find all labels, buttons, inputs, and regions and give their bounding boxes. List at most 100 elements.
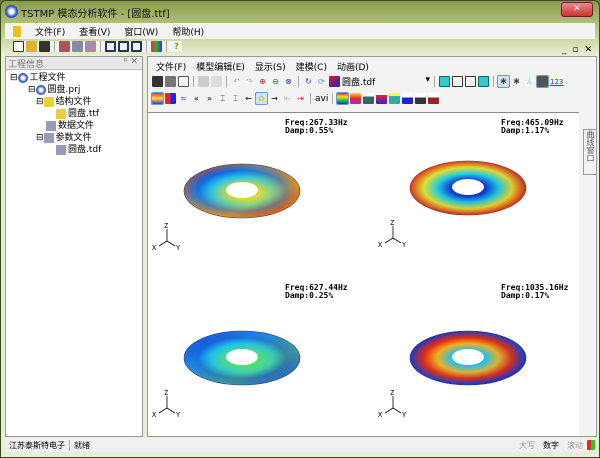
pin-button[interactable]: ᵖ: [123, 57, 128, 67]
damp-label: Damp:0.17%: [501, 291, 549, 300]
tile-v-icon[interactable]: [118, 41, 129, 52]
left-arrow-icon[interactable]: ←: [245, 94, 252, 103]
palette-3-icon[interactable]: [363, 93, 375, 104]
palette-4-icon[interactable]: [376, 93, 388, 104]
spin-icon[interactable]: ⟳: [318, 77, 325, 86]
number-label-button[interactable]: 123: [550, 77, 564, 86]
tree-item[interactable]: 数据文件: [6, 120, 142, 132]
animate-icon[interactable]: ✿: [255, 92, 268, 105]
menu-help[interactable]: 帮助(H): [172, 27, 205, 38]
palette-6-icon[interactable]: [402, 93, 414, 104]
child-menu-model-edit[interactable]: 模型编辑(E): [196, 63, 245, 73]
axis-label: X: [152, 411, 157, 419]
palette-8-icon[interactable]: [428, 93, 440, 104]
axis-triad-icon: [158, 229, 176, 247]
main-toolbar: ?: [13, 41, 182, 52]
tree-item[interactable]: ⊟ 结构文件: [36, 96, 92, 107]
view-side-icon[interactable]: [452, 76, 463, 87]
mode-shape-4: [409, 330, 527, 386]
child-menu-display[interactable]: 显示(S): [254, 63, 286, 73]
new-icon[interactable]: [13, 41, 24, 52]
view-top-icon[interactable]: [465, 76, 476, 87]
colorbar-icon[interactable]: [165, 93, 176, 104]
param-icon[interactable]: [85, 41, 96, 52]
child-min-button[interactable]: _: [561, 45, 567, 55]
doc-icon: [13, 25, 21, 37]
child-restore-button[interactable]: ▫: [572, 45, 579, 55]
right-arrow-icon[interactable]: →: [271, 94, 278, 103]
redo-icon[interactable]: ↷: [246, 77, 253, 86]
copy-icon[interactable]: [198, 76, 209, 87]
mesh-alt-icon[interactable]: ✱: [513, 77, 520, 86]
preview-icon[interactable]: [178, 76, 189, 87]
tree-item[interactable]: ⊟ 工程文件: [10, 72, 66, 83]
app-icon: [5, 5, 18, 18]
data-icon[interactable]: [72, 41, 83, 52]
curve-icon[interactable]: ≈: [180, 94, 187, 103]
avi-button[interactable]: avi: [315, 93, 329, 104]
tree-item[interactable]: ⊟ 参数文件: [36, 132, 92, 143]
paste-icon[interactable]: [211, 76, 222, 87]
print-icon[interactable]: [165, 76, 176, 87]
color-icon[interactable]: [151, 41, 162, 52]
close-button[interactable]: ✕: [561, 2, 593, 17]
freq-label: Freq:465.09Hz: [501, 118, 564, 127]
tile-h-icon[interactable]: [105, 41, 116, 52]
prev-icon[interactable]: «: [194, 94, 199, 103]
child-menu-animation[interactable]: 动画(D): [336, 63, 369, 73]
axes-icon[interactable]: ⅄: [527, 77, 532, 86]
status-company: 江苏泰斯特电子: [5, 439, 70, 451]
status-scroll: 滚动: [567, 440, 583, 450]
freq-label: Freq:627.44Hz: [285, 283, 348, 292]
palette-7-icon[interactable]: [415, 93, 427, 104]
axis-label: Z: [164, 389, 168, 397]
zoom-out-icon[interactable]: ⊖: [272, 77, 279, 86]
structure-icon[interactable]: [59, 41, 70, 52]
rotate-icon[interactable]: ↻: [305, 77, 312, 86]
save-icon[interactable]: [39, 41, 50, 52]
palette-1-icon[interactable]: [336, 92, 350, 105]
undo-icon[interactable]: ↶: [233, 77, 240, 86]
open-icon[interactable]: [26, 41, 37, 52]
tree-item[interactable]: 圆盘.ttf: [6, 108, 142, 120]
zoom-fit-icon[interactable]: ⊗: [285, 77, 292, 86]
tree-item[interactable]: 圆盘.tdf: [6, 144, 142, 156]
child-menu: 文件(F) 模型编辑(E) 显示(S) 建模(C) 动画(D): [148, 57, 596, 73]
zoom-in-icon[interactable]: ⊕: [259, 77, 266, 86]
freq-label: Freq:1035.16Hz: [501, 283, 569, 292]
surface-icon[interactable]: [536, 75, 549, 88]
menu-window[interactable]: 窗口(W): [124, 27, 159, 38]
file-select[interactable]: 圆盘.tdf ▾: [342, 75, 430, 88]
mode-shape-3: [183, 330, 301, 386]
step-back-icon[interactable]: ⇤: [284, 94, 291, 103]
menu-file[interactable]: 文件(F): [35, 27, 66, 38]
freq-label: Freq:267.33Hz: [285, 118, 348, 127]
view-iso-icon[interactable]: [478, 76, 489, 87]
palette-5-icon[interactable]: [389, 93, 401, 104]
panel-close-button[interactable]: ✕: [130, 57, 138, 67]
curve-window-tab[interactable]: 曲线窗口: [583, 129, 597, 175]
contour-icon[interactable]: [151, 92, 164, 105]
tree-item[interactable]: ⊟ 圆盘.prj: [28, 84, 81, 95]
window-title: TSTMP 模态分析软件 - [圆盘.ttf]: [21, 9, 170, 20]
amplitude-down-icon[interactable]: ⌶: [220, 94, 225, 103]
child-menu-file[interactable]: 文件(F): [156, 63, 187, 73]
palette-2-icon[interactable]: [350, 93, 362, 104]
mesh-icon[interactable]: ✱: [497, 75, 510, 88]
menu-view[interactable]: 查看(V): [79, 27, 111, 38]
child-close-button[interactable]: ✕: [584, 45, 592, 55]
step-icon[interactable]: ⇥: [297, 94, 304, 103]
save-icon[interactable]: [152, 76, 163, 87]
axis-label: X: [378, 411, 383, 419]
cascade-icon[interactable]: [131, 41, 142, 52]
child-menu-modeling[interactable]: 建模(C): [295, 63, 327, 73]
help-icon[interactable]: ?: [174, 42, 179, 51]
axis-label: Y: [402, 411, 407, 419]
status-bar: 江苏泰斯特电子 就绪 大写 数字 滚动: [5, 438, 595, 452]
axis-label: Y: [176, 244, 181, 252]
amplitude-up-icon[interactable]: ⌶: [233, 94, 238, 103]
mode-canvas[interactable]: Freq:267.33Hz Damp:0.55% Z X Y Freq:465.09Hz D…: [148, 112, 579, 436]
next-icon[interactable]: »: [207, 94, 212, 103]
view-front-icon[interactable]: [439, 76, 450, 87]
